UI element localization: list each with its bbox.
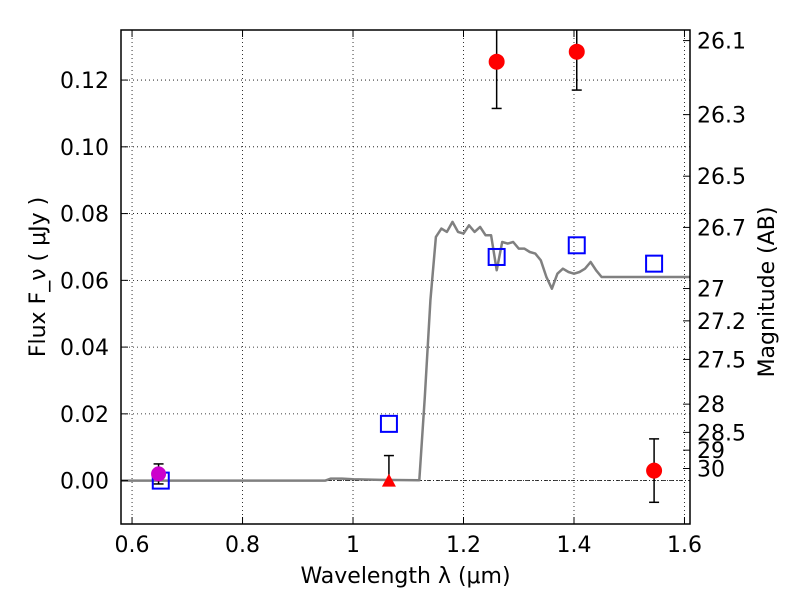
- x-tick-label: 1: [346, 533, 360, 558]
- mag-tick-label: 26.3: [697, 104, 746, 129]
- model-flux-square: [487, 247, 506, 266]
- error-bars: [153, 30, 660, 504]
- x-tick-label: 1.4: [556, 533, 591, 558]
- mag-tick-label: 28.5: [697, 421, 746, 446]
- model-sed-line: [121, 220, 690, 482]
- y-tick-label: 0.06: [60, 269, 109, 294]
- data-points: [151, 43, 664, 490]
- y-tick-label: 0.12: [60, 69, 109, 94]
- mag-tick-label: 29: [697, 439, 725, 464]
- model-flux-square: [567, 236, 586, 255]
- x-tick-label: 0.8: [225, 533, 260, 558]
- y-tick-label: 0.04: [60, 336, 109, 361]
- mag-tick-label: 26.1: [697, 30, 746, 55]
- mag-tick-label: 26.7: [697, 216, 746, 241]
- y-tick-label: 0.08: [60, 203, 109, 228]
- tick-labels: 0.6 0.8 1 1.2 1.4 1.6 0.00 0.02 0.04 0.06 0.08 0.10…: [60, 30, 746, 558]
- mag-tick-label: 30: [697, 457, 725, 482]
- upper-limit-triangle: [381, 473, 396, 487]
- mag-tick-label: 27.2: [697, 310, 746, 335]
- plot-frame: [120, 29, 691, 525]
- model-flux-square: [645, 254, 664, 273]
- mag-tick-label: 28: [697, 393, 725, 418]
- mag-tick-label: 27.5: [697, 348, 746, 373]
- magenta-flux-point: [151, 466, 167, 482]
- y-axis-label: Flux F_ν ( μJy ): [26, 197, 51, 357]
- right-axis-label: Magnitude (AB): [755, 207, 780, 378]
- observed-flux-point: [488, 53, 505, 70]
- axis-ticks: [121, 30, 690, 524]
- observed-flux-point: [568, 43, 585, 60]
- mag-tick-label: 27: [697, 278, 725, 303]
- y-tick-label: 0.02: [60, 403, 109, 428]
- observed-flux-point: [646, 462, 663, 479]
- x-tick-label: 0.6: [115, 533, 150, 558]
- mag-tick-label: 26.5: [697, 165, 746, 190]
- y-tick-label: 0.00: [60, 470, 109, 495]
- x-axis-label: Wavelength λ (μm): [300, 564, 510, 589]
- y-tick-label: 0.10: [60, 136, 109, 161]
- model-sed-series: [121, 220, 690, 482]
- x-tick-label: 1.6: [667, 533, 702, 558]
- x-tick-label: 1.2: [446, 533, 481, 558]
- model-flux-square: [379, 414, 398, 433]
